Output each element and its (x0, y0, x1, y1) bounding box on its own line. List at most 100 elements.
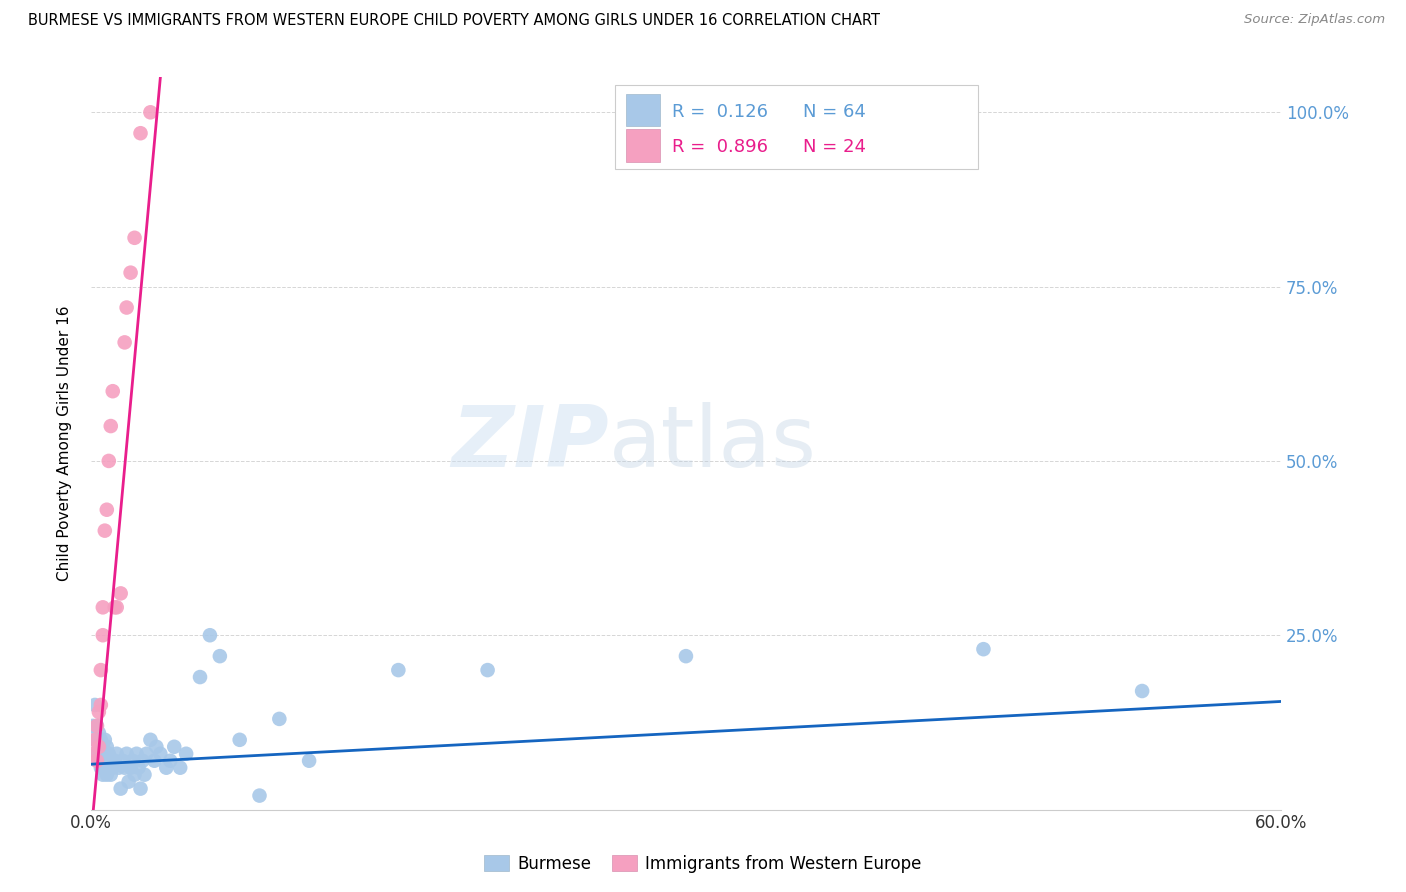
Point (169, 761, 191, 775)
Point (86, 747, 108, 761)
Point (120, 761, 142, 775)
Point (96, 502, 118, 516)
Text: R =  0.896: R = 0.896 (672, 138, 768, 156)
FancyBboxPatch shape (627, 94, 659, 127)
Point (135, 747, 157, 761)
Point (100, 754, 122, 768)
Point (675, 649, 697, 664)
Point (107, 761, 129, 775)
Point (96, 739, 118, 754)
Point (188, 670, 211, 684)
Point (134, 767, 156, 781)
Point (97, 747, 120, 761)
Point (91, 767, 114, 781)
Point (91, 600, 114, 615)
Point (105, 600, 128, 615)
FancyBboxPatch shape (627, 128, 659, 161)
Point (82, 747, 104, 761)
FancyBboxPatch shape (614, 85, 977, 169)
Point (131, 754, 153, 768)
Point (86, 754, 108, 768)
Text: ZIP: ZIP (451, 402, 609, 485)
Point (124, 767, 146, 781)
Point (114, 761, 136, 775)
Point (228, 732, 250, 747)
Point (94, 761, 117, 775)
Text: N = 64: N = 64 (803, 103, 866, 121)
Point (155, 761, 177, 775)
Point (110, 586, 132, 600)
Text: BURMESE VS IMMIGRANTS FROM WESTERN EUROPE CHILD POVERTY AMONG GIRLS UNDER 16 COR: BURMESE VS IMMIGRANTS FROM WESTERN EUROP… (28, 13, 880, 29)
Point (100, 767, 122, 781)
Point (1130, 684, 1153, 698)
Point (110, 781, 132, 796)
Point (120, 266, 142, 280)
Point (139, 732, 162, 747)
Point (208, 649, 231, 664)
Point (104, 754, 127, 768)
Point (86, 732, 108, 747)
Point (94, 732, 117, 747)
Point (129, 126, 152, 140)
Point (83, 732, 105, 747)
Point (159, 754, 181, 768)
Point (124, 231, 146, 245)
Point (100, 419, 122, 434)
Point (111, 754, 134, 768)
Point (121, 754, 143, 768)
Point (86, 719, 108, 733)
Point (90, 732, 112, 747)
Point (90, 663, 112, 677)
Point (198, 628, 221, 642)
Point (387, 663, 409, 677)
Point (86, 719, 108, 733)
Point (115, 301, 138, 315)
Point (174, 747, 197, 761)
Point (163, 739, 186, 754)
Legend: Burmese, Immigrants from Western Europe: Burmese, Immigrants from Western Europe (478, 848, 928, 880)
Text: N = 24: N = 24 (803, 138, 866, 156)
Point (87, 705, 110, 719)
Point (83, 732, 105, 747)
Point (115, 747, 138, 761)
Point (94, 524, 117, 538)
Point (97, 761, 120, 775)
Point (101, 384, 124, 399)
Point (269, 712, 291, 726)
Point (91, 754, 114, 768)
Point (129, 781, 152, 796)
Point (145, 739, 167, 754)
Point (149, 747, 172, 761)
Point (87, 739, 110, 754)
Point (477, 663, 499, 677)
Y-axis label: Child Poverty Among Girls Under 16: Child Poverty Among Girls Under 16 (58, 306, 72, 582)
Point (90, 747, 112, 761)
Point (83, 698, 105, 712)
Point (105, 747, 128, 761)
Point (104, 600, 127, 615)
Point (82, 719, 104, 733)
Point (117, 774, 139, 789)
Point (94, 747, 117, 761)
Point (298, 754, 321, 768)
Point (139, 105, 162, 120)
Point (97, 454, 120, 468)
Point (90, 761, 112, 775)
Text: atlas: atlas (609, 402, 817, 485)
Point (96, 767, 118, 781)
Point (87, 739, 110, 754)
Point (87, 754, 110, 768)
Point (90, 698, 112, 712)
Point (125, 747, 148, 761)
Point (143, 754, 166, 768)
Point (972, 642, 994, 657)
Point (114, 335, 136, 350)
Point (249, 789, 271, 803)
Point (91, 628, 114, 642)
Text: R =  0.126: R = 0.126 (672, 103, 768, 121)
Point (91, 739, 114, 754)
Point (128, 761, 150, 775)
Text: Source: ZipAtlas.com: Source: ZipAtlas.com (1244, 13, 1385, 27)
Point (96, 754, 118, 768)
Point (101, 761, 124, 775)
